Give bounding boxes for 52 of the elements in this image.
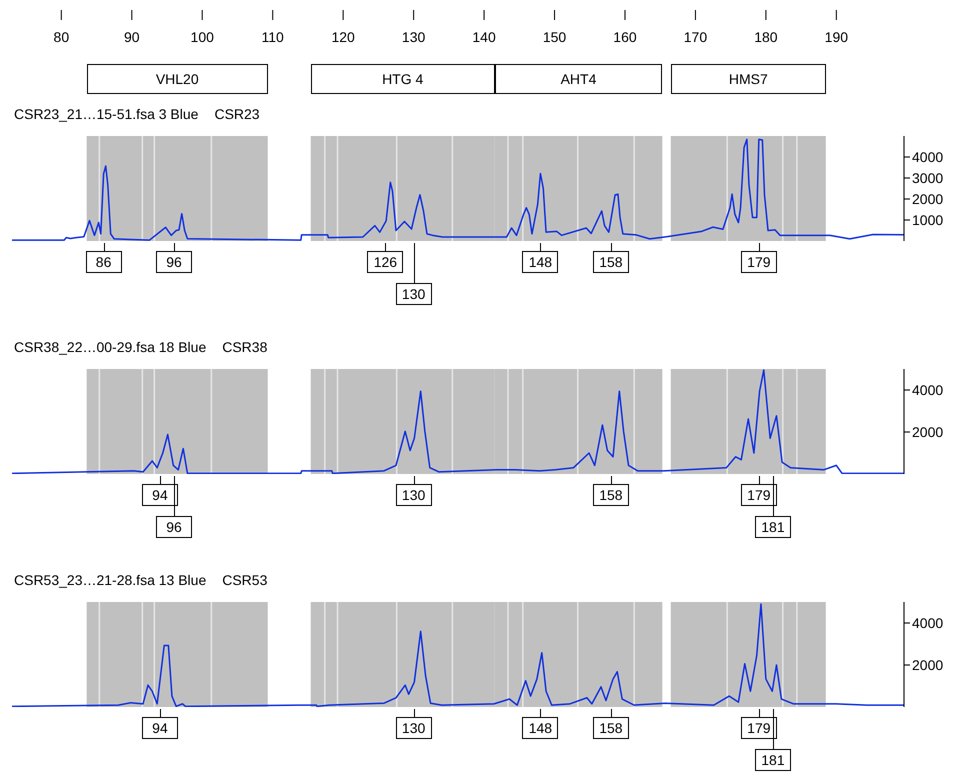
x-tick-label: 190 [824, 29, 848, 45]
y2-tick-label: 2000 [912, 424, 944, 440]
text: 130 [396, 484, 432, 506]
chart-subtitle: CSR23 [214, 106, 260, 122]
y2-tick-label: 3000 [912, 170, 944, 186]
text: HTG 4 [382, 70, 424, 89]
text: 181 [754, 749, 791, 771]
chart-title: CSR53_23…21-28.fsa 13 Blue [14, 572, 206, 588]
y2-tick-label: 4000 [912, 614, 944, 631]
x-tick-label: 120 [331, 29, 356, 45]
x-tick-label: 110 [262, 29, 284, 45]
text: 130 [396, 283, 432, 305]
text: 179 [740, 717, 777, 739]
text: 158 [592, 484, 629, 506]
text: 181 [754, 516, 791, 538]
x-tick-label: 90 [124, 29, 140, 45]
text: 158 [592, 717, 629, 739]
text: 94 [142, 484, 178, 506]
line-series [12, 138, 904, 241]
line-series [12, 369, 904, 474]
chart-subtitle: CSR53 [222, 572, 268, 588]
text: 148 [522, 717, 558, 739]
x-tick-label: 130 [402, 29, 426, 45]
y2-tick-label: 4000 [912, 148, 944, 165]
chart-subtitle: CSR38 [222, 339, 268, 355]
text: HMS7 [728, 70, 768, 89]
text: 158 [592, 251, 629, 273]
text: 94 [142, 717, 178, 739]
y2-tick-label: 4000 [912, 382, 944, 398]
y2-tick-label: 2000 [912, 656, 944, 673]
text: 179 [740, 251, 777, 273]
text: 126 [367, 251, 404, 273]
x-tick-label: 100 [190, 29, 214, 45]
text: 148 [522, 251, 558, 273]
x-tick-label: 160 [613, 29, 637, 45]
y2-tick-label: 2000 [912, 190, 944, 207]
chart-title: CSR23_21…15-51.fsa 3 Blue [14, 106, 198, 122]
text: 86 [86, 251, 122, 273]
x-tick-label: 80 [54, 29, 70, 45]
chart-title: CSR38_22…00-29.fsa 18 Blue [14, 339, 206, 355]
x-tick-label: 150 [542, 29, 566, 45]
text: 96 [156, 251, 192, 273]
text: 130 [396, 717, 432, 739]
text: AHT4 [560, 70, 596, 89]
line-series [12, 603, 904, 707]
text: VHL20 [156, 70, 199, 89]
x-tick-label: 170 [684, 29, 708, 45]
x-tick-label: 140 [472, 29, 496, 45]
y2-tick-label: 1000 [912, 212, 944, 228]
text: 179 [740, 484, 777, 506]
x-tick-label: 180 [754, 29, 778, 45]
text: 96 [156, 516, 192, 538]
